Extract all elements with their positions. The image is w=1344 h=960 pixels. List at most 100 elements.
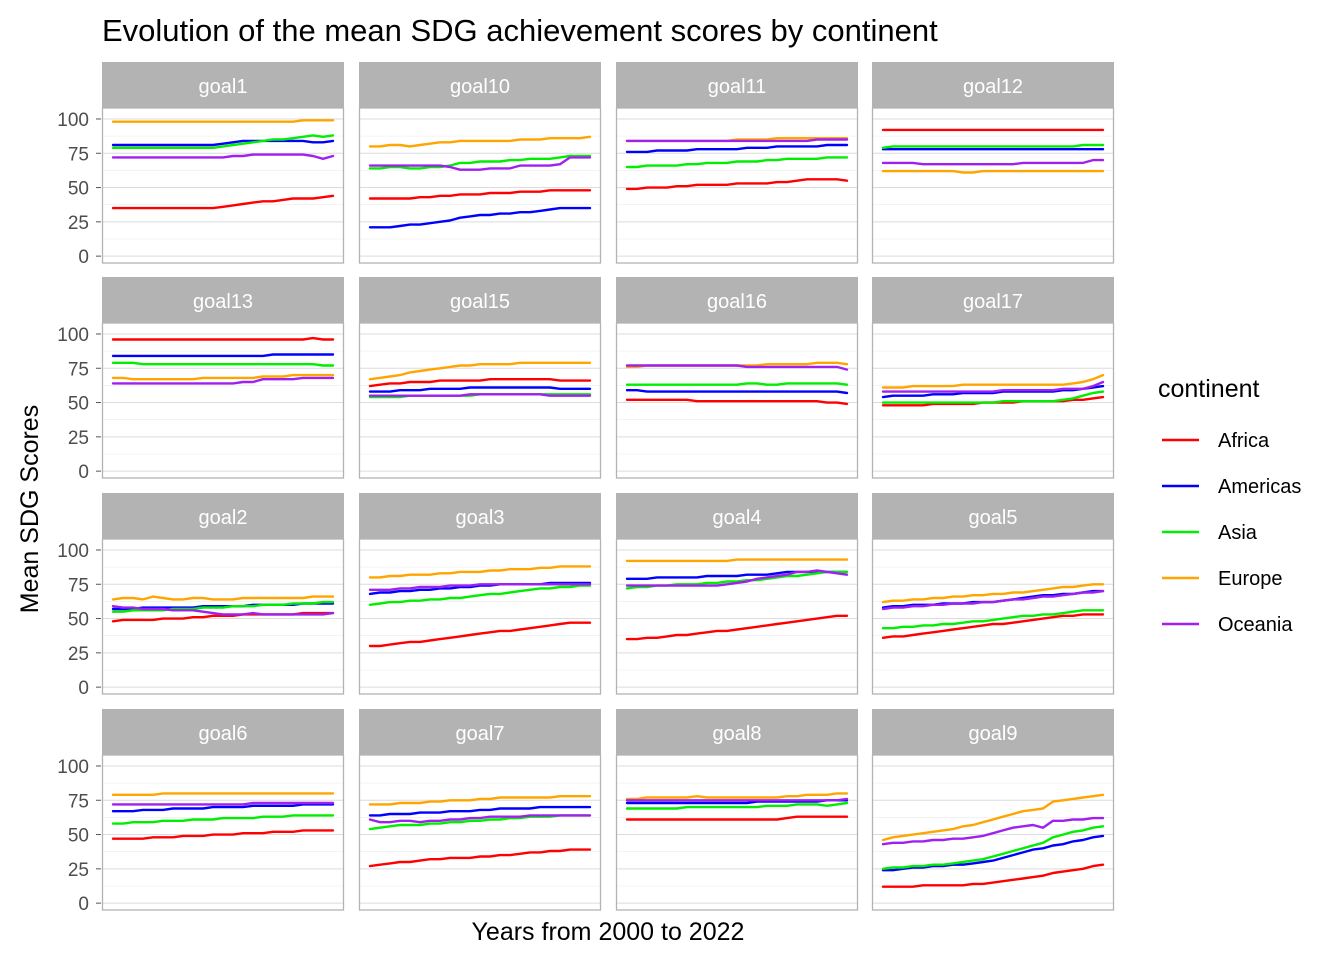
facet-strip — [102, 709, 344, 755]
series-line-oceania — [368, 814, 592, 824]
panel-goal16: goal16 — [615, 277, 859, 479]
legend-item-asia: Asia — [1162, 522, 1258, 544]
series-line-americas — [111, 803, 335, 813]
panel-border — [871, 322, 1115, 479]
panel-goal1: goal1 0 25 50 75 100 — [57, 62, 345, 268]
panel-goal5: goal5 — [871, 493, 1115, 695]
y-tick-label: 0 — [78, 462, 89, 483]
y-tick-label: 25 — [68, 644, 89, 665]
series-line-americas — [368, 386, 592, 393]
legend-items: Africa Americas Asia Europe Oceania — [1162, 430, 1301, 636]
panel-border — [358, 538, 602, 695]
panel-border — [101, 322, 345, 479]
series-line-americas — [368, 805, 592, 817]
x-axis-title: Years from 2000 to 2022 — [472, 918, 745, 946]
series-line-americas — [111, 139, 335, 147]
series-line-africa — [881, 613, 1105, 639]
series-line-oceania — [881, 380, 1105, 393]
legend: continent Africa Americas Asia Europe Oceani… — [1158, 375, 1301, 636]
series-line-americas — [625, 143, 849, 154]
series-line-europe — [625, 792, 849, 801]
y-tick-label: 25 — [68, 428, 89, 449]
legend-item-oceania: Oceania — [1162, 614, 1293, 636]
series-line-americas — [625, 389, 849, 395]
series-line-africa — [625, 815, 849, 821]
y-tick-label: 50 — [68, 826, 89, 847]
y-tick-label: 50 — [68, 179, 89, 200]
series-line-oceania — [111, 376, 335, 385]
facet-label: goal2 — [199, 507, 248, 529]
facet-strip — [359, 277, 601, 323]
series-line-oceania — [368, 583, 592, 591]
facet-strip — [616, 62, 858, 108]
series-line-americas — [881, 384, 1105, 399]
facet-label: goal6 — [199, 723, 248, 745]
legend-label: Asia — [1218, 522, 1258, 544]
series-line-asia — [881, 825, 1105, 870]
chart-title: Evolution of the mean SDG achievement sc… — [102, 13, 938, 48]
series-line-oceania — [368, 156, 592, 171]
series-line-europe — [111, 119, 335, 123]
facet-label: goal1 — [199, 76, 248, 98]
series-line-oceania — [625, 138, 849, 143]
series-line-oceania — [625, 364, 849, 371]
series-line-africa — [625, 398, 849, 406]
facet-label: goal8 — [713, 723, 762, 745]
legend-item-americas: Americas — [1162, 476, 1301, 498]
y-tick-label: 0 — [78, 247, 89, 268]
y-tick-label: 75 — [68, 359, 89, 380]
series-line-europe — [368, 361, 592, 381]
y-tick-label: 100 — [57, 757, 89, 778]
panel-goal9: goal9 — [871, 709, 1115, 911]
facet-strip — [359, 709, 601, 755]
panel-border — [358, 107, 602, 264]
y-tick-label: 100 — [57, 325, 89, 346]
facet-label: goal12 — [963, 76, 1023, 98]
series-line-europe — [881, 169, 1105, 174]
facet-strip — [102, 62, 344, 108]
panel-goal13: goal13 0 25 50 75 100 — [57, 277, 345, 483]
series-line-americas — [368, 206, 592, 229]
y-tick-label: 75 — [68, 791, 89, 812]
series-line-oceania — [881, 816, 1105, 846]
series-line-oceania — [368, 393, 592, 397]
series-line-europe — [881, 793, 1105, 842]
panel-border — [101, 107, 345, 264]
series-line-africa — [368, 621, 592, 648]
y-tick-label: 25 — [68, 213, 89, 234]
series-line-europe — [111, 595, 335, 601]
series-line-europe — [111, 792, 335, 796]
y-tick-label: 75 — [68, 144, 89, 165]
panel-border — [871, 538, 1115, 695]
panel-border — [358, 322, 602, 479]
panel-goal10: goal10 — [358, 62, 602, 264]
series-line-asia — [368, 584, 592, 606]
y-tick-label: 75 — [68, 575, 89, 596]
series-line-oceania — [111, 801, 335, 806]
y-tick-label: 50 — [68, 394, 89, 415]
facet-strip — [872, 277, 1114, 323]
series-line-europe — [111, 373, 335, 381]
facet-label: goal7 — [456, 723, 505, 745]
series-line-europe — [368, 565, 592, 579]
panel-border — [871, 107, 1115, 264]
series-line-africa — [368, 378, 592, 388]
series-line-oceania — [625, 569, 849, 587]
series-line-oceania — [111, 153, 335, 161]
series-line-asia — [625, 156, 849, 169]
facet-label: goal10 — [450, 76, 510, 98]
panel-goal12: goal12 — [871, 62, 1115, 264]
panel-goal6: goal6 0 25 50 75 100 — [57, 709, 345, 915]
panel-goal8: goal8 — [615, 709, 859, 911]
y-tick-label: 50 — [68, 610, 89, 631]
panel-border — [101, 754, 345, 911]
series-line-africa — [368, 189, 592, 200]
facet-label: goal17 — [963, 291, 1023, 313]
facet-label: goal4 — [713, 507, 762, 529]
series-line-oceania — [625, 797, 849, 802]
legend-label: Europe — [1218, 568, 1283, 590]
legend-label: Americas — [1218, 476, 1301, 498]
panel-border — [615, 538, 859, 695]
series-line-africa — [111, 194, 335, 210]
